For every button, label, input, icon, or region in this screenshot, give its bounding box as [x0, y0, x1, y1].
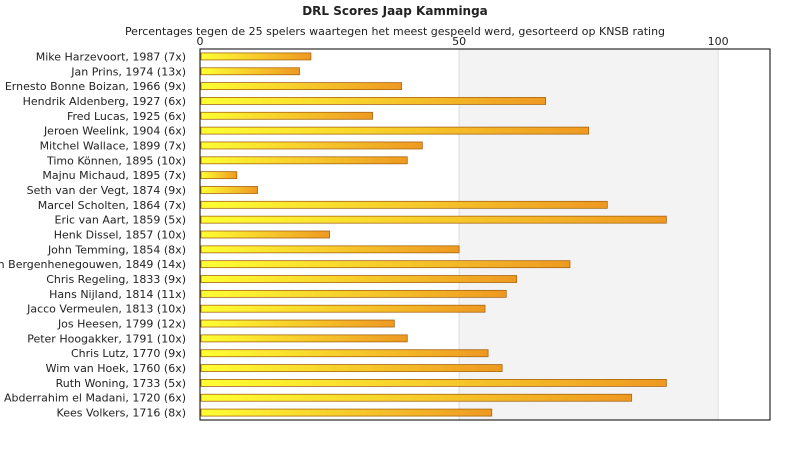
bar	[200, 156, 408, 165]
category-label: Abderrahim el Madani, 1720 (6x)	[4, 392, 186, 405]
bar	[200, 408, 493, 417]
bar	[200, 126, 590, 135]
bar	[200, 230, 330, 239]
category-label: Jacco Vermeulen, 1813 (10x)	[26, 303, 186, 316]
plot-frame	[199, 48, 771, 421]
bar	[200, 378, 667, 387]
bar	[200, 349, 489, 358]
category-label: Jan Prins, 1974 (13x)	[70, 65, 186, 78]
bar	[200, 364, 503, 372]
x-tick-label: 0	[197, 35, 204, 48]
bar	[200, 334, 408, 343]
bar	[200, 304, 486, 313]
bar	[200, 289, 507, 298]
category-label: Hans Nijland, 1814 (11x)	[49, 288, 186, 301]
category-label: Peter Hoogakker, 1791 (10x)	[27, 332, 186, 345]
plot-band	[459, 49, 719, 420]
bar	[200, 82, 402, 90]
category-label: Jos Heesen, 1799 (12x)	[57, 318, 186, 331]
category-label: Eric van Aart, 1859 (5x)	[55, 214, 186, 227]
category-label: Mike Harzevoort, 1987 (7x)	[36, 50, 186, 63]
category-label: Mitchel Wallace, 1899 (7x)	[40, 139, 186, 152]
category-label: Henk Dissel, 1857 (10x)	[54, 229, 186, 242]
bar	[200, 111, 373, 120]
category-label: John Temming, 1854 (8x)	[47, 243, 186, 256]
category-label: Jeroen Weelink, 1904 (6x)	[43, 125, 186, 138]
bar	[200, 141, 423, 150]
bar	[200, 245, 460, 254]
category-label: Seth van der Vegt, 1874 (9x)	[27, 184, 186, 197]
bar	[200, 52, 312, 61]
category-label: Kees Volkers, 1716 (8x)	[57, 407, 186, 420]
bar	[200, 393, 633, 402]
bar	[200, 97, 547, 105]
category-label: Hendrik Aldenberg, 1927 (6x)	[23, 95, 186, 108]
bar	[200, 186, 258, 194]
category-label: Majnu Michaud, 1895 (7x)	[42, 169, 186, 182]
bar	[200, 215, 667, 224]
x-tick-label: 100	[708, 35, 729, 48]
category-label: Fred Lucas, 1925 (6x)	[67, 110, 186, 123]
x-tick-label: 50	[452, 35, 466, 48]
chart-title: DRL Scores Jaap Kamminga	[302, 4, 488, 18]
category-label: Wim van Hoek, 1760 (6x)	[46, 362, 186, 375]
category-label: Chris Regeling, 1833 (9x)	[46, 273, 186, 286]
bar	[200, 275, 518, 283]
bar	[200, 171, 238, 180]
category-label: Ernesto Bonne Boizan, 1966 (9x)	[5, 80, 186, 93]
category-label: Marcel Scholten, 1864 (7x)	[38, 199, 186, 212]
bar	[200, 67, 300, 76]
bar	[200, 200, 608, 209]
category-label: Ruth Woning, 1733 (5x)	[56, 377, 186, 390]
chart-subtitle: Percentages tegen de 25 spelers waartege…	[124, 25, 666, 38]
category-label: Chris Lutz, 1770 (9x)	[71, 347, 186, 360]
category-label: Dennis van Bergenhenegouwen, 1849 (14x)	[0, 258, 186, 271]
bar	[200, 260, 571, 269]
bar	[200, 319, 395, 328]
category-label: Timo Können, 1895 (10x)	[46, 154, 186, 167]
